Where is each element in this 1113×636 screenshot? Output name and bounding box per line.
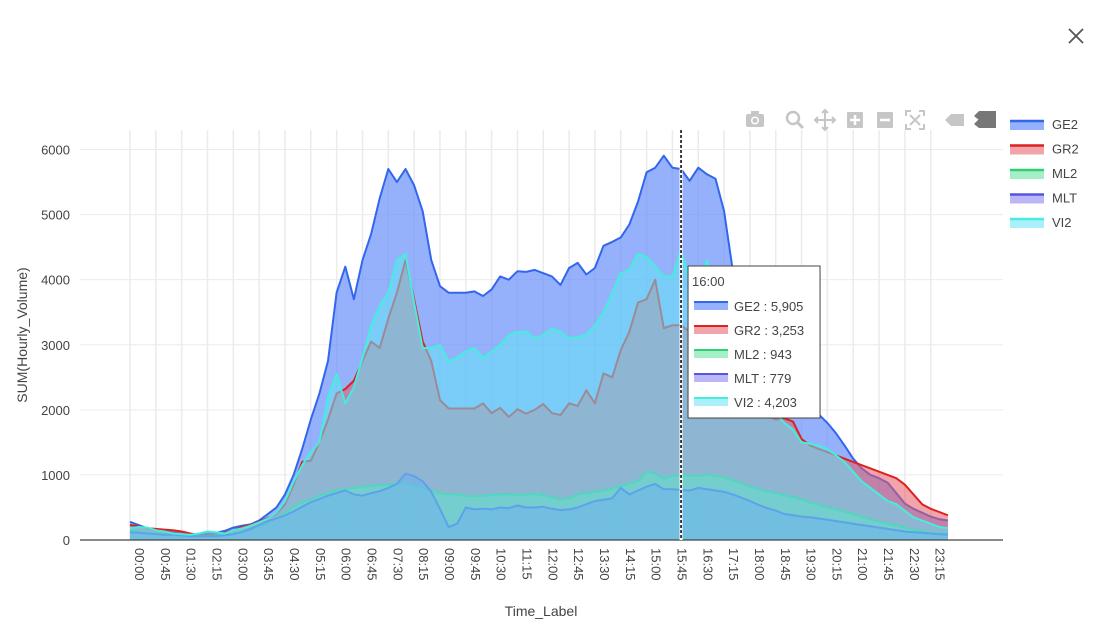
legend-item-ml2[interactable]: ML2 bbox=[1010, 166, 1077, 181]
legend[interactable]: GE2 GR2 ML2 MLT VI2 bbox=[1010, 117, 1079, 230]
legend-label: GE2 bbox=[1052, 117, 1078, 132]
legend-item-vi2[interactable]: VI2 bbox=[1010, 215, 1072, 230]
tooltip-item: VI2 : 4,203 bbox=[734, 395, 797, 410]
x-tick-label: 09:00 bbox=[442, 548, 457, 581]
x-tick-label: 08:15 bbox=[416, 548, 431, 581]
legend-swatch bbox=[1010, 194, 1044, 204]
modebar[interactable] bbox=[746, 108, 996, 132]
x-axis-title: Time_Label bbox=[505, 603, 578, 619]
zoom-in-icon[interactable] bbox=[847, 112, 863, 128]
hover-tooltip: 16:00 GE2 : 5,905 GR2 : 3,253 ML2 : 943 MLT … bbox=[687, 265, 821, 419]
legend-label: ML2 bbox=[1052, 166, 1077, 181]
x-tick-label: 01:30 bbox=[184, 548, 199, 581]
tooltip-swatch bbox=[694, 350, 729, 358]
x-tick-label: 10:30 bbox=[494, 548, 509, 581]
x-tick-label: 21:45 bbox=[881, 548, 896, 581]
legend-swatch bbox=[1010, 145, 1044, 155]
x-tick-label: 05:15 bbox=[313, 548, 328, 581]
x-tick-label: 18:00 bbox=[752, 548, 767, 581]
legend-label: VI2 bbox=[1052, 215, 1072, 230]
x-tick-label: 15:45 bbox=[674, 548, 689, 581]
series-line-vi2 bbox=[129, 249, 949, 536]
y-tick-label: 2000 bbox=[41, 403, 70, 418]
legend-swatch bbox=[1010, 121, 1044, 130]
tooltip-swatch bbox=[694, 302, 729, 310]
y-tick-label: 0 bbox=[63, 533, 70, 548]
x-tick-label: 21:00 bbox=[855, 548, 870, 581]
y-tick-label: 5000 bbox=[41, 208, 70, 223]
y-tick-label: 6000 bbox=[41, 143, 70, 158]
autoscale-icon[interactable] bbox=[905, 110, 925, 130]
x-tick-label: 13:30 bbox=[597, 548, 612, 581]
legend-item-mlt[interactable]: MLT bbox=[1010, 191, 1077, 206]
x-tick-label: 12:00 bbox=[545, 548, 560, 581]
x-tick-label: 02:15 bbox=[209, 548, 224, 581]
x-tick-label: 06:45 bbox=[364, 548, 379, 581]
x-tick-label: 14:15 bbox=[623, 548, 638, 581]
tooltip-swatch bbox=[694, 374, 729, 382]
area-series bbox=[129, 154, 949, 540]
y-axis-title: SUM(Hourly_Volume) bbox=[14, 267, 30, 402]
x-tick-label: 20:15 bbox=[829, 548, 844, 581]
x-tick-label: 19:30 bbox=[804, 548, 819, 581]
zoom-icon[interactable] bbox=[785, 110, 805, 130]
legend-item-ge2[interactable]: GE2 bbox=[1010, 117, 1078, 132]
legend-swatch bbox=[1010, 170, 1044, 179]
tooltip-item: MLT : 779 bbox=[734, 371, 791, 386]
x-tick-label: 00:45 bbox=[158, 548, 173, 581]
legend-label: MLT bbox=[1052, 191, 1077, 206]
x-tick-label: 17:15 bbox=[726, 548, 741, 581]
compare-hover-icon[interactable] bbox=[974, 111, 996, 128]
x-tick-label: 16:30 bbox=[700, 548, 715, 581]
x-tick-label: 18:45 bbox=[778, 548, 793, 581]
legend-swatch bbox=[1010, 219, 1044, 228]
x-tick-label: 07:30 bbox=[390, 548, 405, 581]
y-tick-label: 1000 bbox=[41, 468, 70, 483]
x-tick-label: 15:00 bbox=[649, 548, 664, 581]
pan-icon[interactable] bbox=[813, 108, 837, 132]
axes: 00:00 00:45 01:30 02:15 03:00 03:45 04:30 05:15… bbox=[41, 143, 1003, 581]
x-tick-label: 12:45 bbox=[571, 548, 586, 581]
zoom-out-icon[interactable] bbox=[877, 112, 893, 128]
y-tick-label: 3000 bbox=[41, 338, 70, 353]
tooltip-item: ML2 : 943 bbox=[734, 347, 792, 362]
x-tick-label: 00:00 bbox=[132, 548, 147, 581]
area-fill-vi2 bbox=[130, 250, 948, 540]
x-tick-label: 03:00 bbox=[235, 548, 250, 581]
legend-label: GR2 bbox=[1052, 142, 1079, 157]
tooltip-item: GE2 : 5,905 bbox=[734, 299, 803, 314]
tooltip-swatch bbox=[694, 326, 729, 334]
tooltip-box bbox=[687, 265, 821, 419]
y-tick-label: 4000 bbox=[41, 273, 70, 288]
tooltip-header: 16:00 bbox=[692, 274, 725, 289]
close-button[interactable] bbox=[1064, 24, 1088, 48]
close-icon bbox=[1068, 28, 1084, 44]
x-tick-label: 06:00 bbox=[339, 548, 354, 581]
x-tick-label: 11:15 bbox=[519, 548, 534, 580]
camera-icon[interactable] bbox=[746, 111, 764, 127]
x-tick-label: 04:30 bbox=[287, 548, 302, 581]
x-tick-label: 03:45 bbox=[261, 548, 276, 581]
x-tick-label: 22:30 bbox=[907, 548, 922, 581]
tooltip-item: GR2 : 3,253 bbox=[734, 323, 804, 338]
tooltip-swatch bbox=[694, 398, 729, 406]
spike-lines-icon[interactable] bbox=[945, 114, 964, 126]
x-tick-label: 23:15 bbox=[933, 548, 948, 581]
x-tick-label: 09:45 bbox=[468, 548, 483, 581]
legend-item-gr2[interactable]: GR2 bbox=[1010, 142, 1079, 157]
